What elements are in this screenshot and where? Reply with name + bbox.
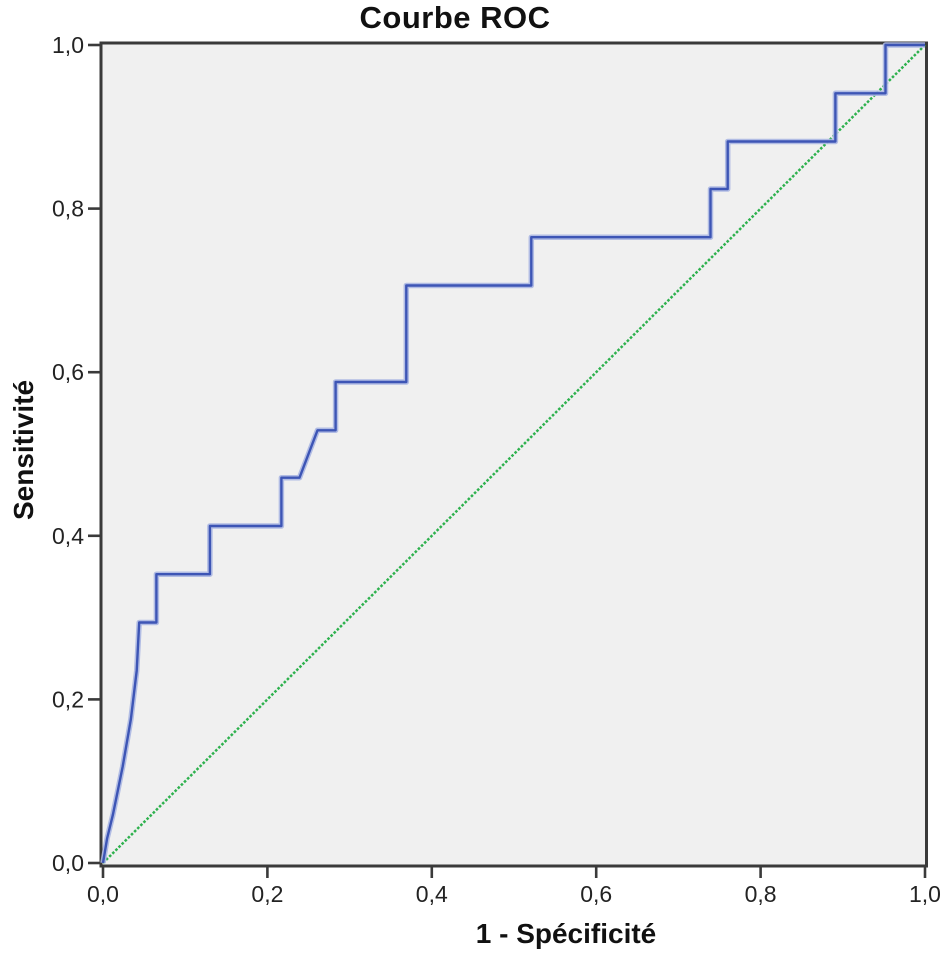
y-tick-label: 0,0 bbox=[52, 850, 84, 876]
y-tick-label: 0,4 bbox=[52, 523, 84, 549]
y-tick-label: 0,2 bbox=[52, 686, 84, 712]
x-tick-label: 0,6 bbox=[580, 881, 612, 907]
x-tick-label: 0,8 bbox=[745, 881, 777, 907]
x-tick-label: 0,4 bbox=[416, 881, 448, 907]
x-tick-label: 1,0 bbox=[909, 881, 941, 907]
chart-title: Courbe ROC bbox=[359, 0, 551, 35]
roc-curve bbox=[101, 43, 925, 864]
y-tick-label: 0,6 bbox=[52, 359, 84, 385]
y-tick-label: 1,0 bbox=[52, 32, 84, 58]
y-tick-label: 0,8 bbox=[52, 196, 84, 222]
x-tick-label: 0,2 bbox=[251, 881, 283, 907]
x-axis-label: 1 - Spécificité bbox=[475, 918, 657, 949]
x-tick-label: 0,0 bbox=[87, 881, 119, 907]
